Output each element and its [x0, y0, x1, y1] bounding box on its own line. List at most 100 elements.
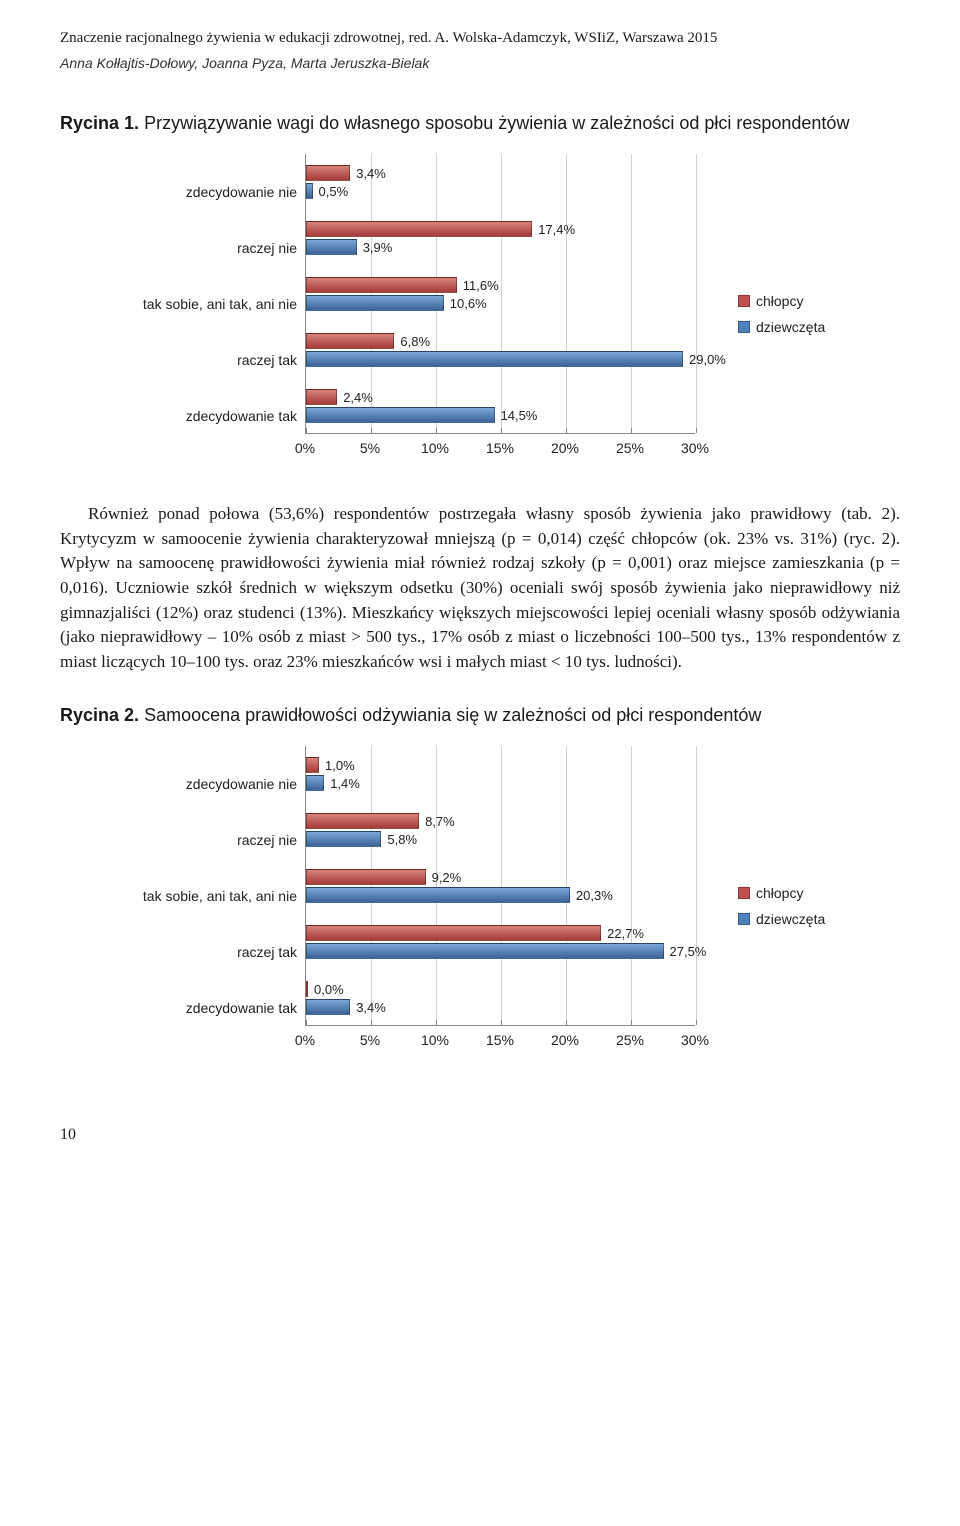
- legend-label: chłopcy: [756, 293, 803, 309]
- legend-label: dziewczęta: [756, 319, 825, 335]
- x-tick-label: 20%: [551, 1032, 579, 1048]
- bar-value-label: 6,8%: [400, 334, 430, 349]
- y-category-label: zdecydowanie nie: [130, 756, 297, 812]
- bar: [306, 407, 495, 423]
- bar: [306, 775, 324, 791]
- bar-value-label: 5,8%: [387, 832, 417, 847]
- x-tick: [631, 428, 632, 433]
- y-category-label: raczej tak: [130, 332, 297, 388]
- gridline: [501, 746, 502, 1025]
- bar: [306, 887, 570, 903]
- x-tick: [306, 428, 307, 433]
- x-tick-label: 5%: [360, 440, 380, 456]
- figure2-title: Samoocena prawidłowości odżywiania się w…: [144, 705, 761, 725]
- bar: [306, 869, 426, 885]
- legend-swatch: [738, 295, 750, 307]
- y-axis-labels: zdecydowanie nieraczej nietak sobie, ani…: [130, 746, 305, 1066]
- bar: [306, 165, 350, 181]
- gridline: [696, 746, 697, 1025]
- x-tick-label: 10%: [421, 1032, 449, 1048]
- gridline: [696, 154, 697, 433]
- x-tick-label: 30%: [681, 1032, 709, 1048]
- legend-label: chłopcy: [756, 885, 803, 901]
- gridline: [436, 154, 437, 433]
- bar-value-label: 0,5%: [319, 184, 349, 199]
- x-tick-label: 15%: [486, 440, 514, 456]
- legend: chłopcy dziewczęta: [720, 154, 830, 474]
- legend-item: chłopcy: [738, 293, 830, 309]
- x-tick-label: 20%: [551, 440, 579, 456]
- authors: Anna Kołłajtis-Dołowy, Joanna Pyza, Mart…: [60, 55, 900, 71]
- legend-swatch: [738, 321, 750, 333]
- bar-value-label: 1,0%: [325, 758, 355, 773]
- bar: [306, 943, 664, 959]
- gridline: [371, 746, 372, 1025]
- legend-label: dziewczęta: [756, 911, 825, 927]
- x-tick: [501, 1020, 502, 1025]
- x-tick-label: 15%: [486, 1032, 514, 1048]
- running-header: Znaczenie racjonalnego żywienia w edukac…: [60, 30, 900, 47]
- bar: [306, 221, 532, 237]
- figure2-label: Rycina 2.: [60, 705, 139, 725]
- bar-value-label: 11,6%: [463, 278, 499, 293]
- x-tick-label: 0%: [295, 1032, 315, 1048]
- gridline: [566, 154, 567, 433]
- bar: [306, 389, 337, 405]
- page-number: 10: [60, 1126, 900, 1144]
- bar: [306, 999, 350, 1015]
- figure1-label: Rycina 1.: [60, 113, 139, 133]
- legend-swatch: [738, 913, 750, 925]
- x-tick-label: 25%: [616, 440, 644, 456]
- bar-value-label: 17,4%: [538, 222, 575, 237]
- y-category-label: raczej nie: [130, 220, 297, 276]
- bar-value-label: 29,0%: [689, 352, 726, 367]
- bar: [306, 813, 419, 829]
- bar-value-label: 2,4%: [343, 390, 373, 405]
- x-axis: 0%5%10%15%20%25%30%: [305, 440, 695, 460]
- bar-value-label: 10,6%: [450, 296, 487, 311]
- legend-item: dziewczęta: [738, 911, 830, 927]
- x-tick: [436, 428, 437, 433]
- bar-value-label: 27,5%: [670, 944, 707, 959]
- legend-item: chłopcy: [738, 885, 830, 901]
- x-tick-label: 25%: [616, 1032, 644, 1048]
- y-category-label: raczej nie: [130, 812, 297, 868]
- bar: [306, 295, 444, 311]
- chart1: zdecydowanie nieraczej nietak sobie, ani…: [130, 154, 830, 474]
- bar: [306, 831, 381, 847]
- legend-swatch: [738, 887, 750, 899]
- x-tick: [501, 428, 502, 433]
- bar-value-label: 22,7%: [607, 926, 644, 941]
- x-tick: [371, 1020, 372, 1025]
- x-tick: [631, 1020, 632, 1025]
- x-tick-label: 30%: [681, 440, 709, 456]
- x-tick-label: 10%: [421, 440, 449, 456]
- gridline: [631, 746, 632, 1025]
- gridline: [631, 154, 632, 433]
- body-paragraph: Również ponad połowa (53,6%) respondentó…: [60, 502, 900, 674]
- legend-item: dziewczęta: [738, 319, 830, 335]
- figure1-title: Przywiązywanie wagi do własnego sposobu …: [144, 113, 849, 133]
- bar: [306, 351, 683, 367]
- gridline: [501, 154, 502, 433]
- bar-value-label: 14,5%: [501, 408, 538, 423]
- bar: [306, 277, 457, 293]
- y-category-label: zdecydowanie nie: [130, 164, 297, 220]
- bar-value-label: 8,7%: [425, 814, 455, 829]
- gridline: [436, 746, 437, 1025]
- x-tick: [566, 1020, 567, 1025]
- gridline: [566, 746, 567, 1025]
- bar-value-label: 20,3%: [576, 888, 613, 903]
- x-axis: 0%5%10%15%20%25%30%: [305, 1032, 695, 1052]
- bar-value-label: 3,4%: [356, 166, 386, 181]
- bar: [306, 239, 357, 255]
- bar: [306, 925, 601, 941]
- x-tick: [306, 1020, 307, 1025]
- figure1-caption: Rycina 1. Przywiązywanie wagi do własneg…: [60, 111, 900, 136]
- bar-value-label: 9,2%: [432, 870, 462, 885]
- bar-value-label: 0,0%: [314, 982, 344, 997]
- y-category-label: zdecydowanie tak: [130, 980, 297, 1036]
- bar-value-label: 3,9%: [363, 240, 393, 255]
- y-axis-labels: zdecydowanie nieraczej nietak sobie, ani…: [130, 154, 305, 474]
- y-category-label: tak sobie, ani tak, ani nie: [130, 868, 297, 924]
